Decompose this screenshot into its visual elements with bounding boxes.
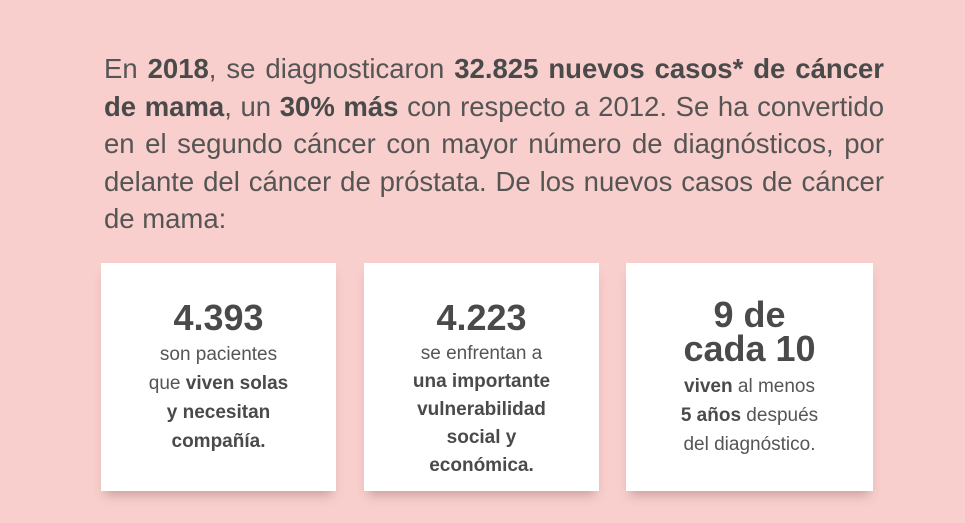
stat-highlight: una importante	[412, 371, 551, 392]
stat-line: del diagnóstico.	[683, 434, 816, 455]
stat-highlight: social y	[446, 427, 517, 448]
stat-highlight: viven solas	[185, 373, 289, 394]
intro-text: , un	[224, 90, 280, 122]
stat-line: compañía.	[101, 427, 336, 456]
stat-value: 4.393	[173, 297, 264, 338]
intro-percentage: 30% más	[279, 90, 399, 122]
stat-card-vulnerability: 4.223 se enfrentan a una importante vuln…	[364, 263, 599, 491]
intro-text: con respecto a 2012. Se ha convertido en…	[104, 90, 884, 235]
stat-highlight: compañía.	[171, 431, 266, 452]
intro-text: En	[104, 53, 148, 84]
stat-value-line: 9 de	[713, 294, 786, 335]
intro-paragraph: En 2018, se diagnosticaron 32.825 nuevos…	[104, 50, 884, 238]
stat-description: son pacientes que viven solas y necesita…	[101, 340, 336, 456]
stat-line: económica.	[364, 452, 599, 480]
stat-line: social y	[364, 424, 599, 452]
stat-text: que	[148, 373, 186, 394]
stat-highlight: económica.	[429, 455, 534, 476]
intro-text: , se diagnosticaron	[208, 53, 455, 84]
stat-line: vulnerabilidad	[364, 396, 599, 424]
stat-line: 5 años después	[626, 401, 873, 430]
stat-text: después	[741, 405, 819, 426]
stat-value-line: cada 10	[683, 328, 816, 369]
stat-description: se enfrentan a una importante vulnerabil…	[364, 340, 599, 480]
stat-line: son pacientes	[159, 344, 278, 365]
stat-value: 4.223	[436, 297, 527, 338]
stat-card-living-alone: 4.393 son pacientes que viven solas y ne…	[101, 263, 336, 491]
stat-highlight: vulnerabilidad	[417, 399, 546, 420]
stat-line: que viven solas	[101, 369, 336, 398]
stat-value: 9 de cada 10	[626, 294, 873, 369]
stat-line: se enfrentan a	[420, 343, 543, 364]
stat-description: viven al menos 5 años después del diagnó…	[626, 372, 873, 459]
intro-cases: 32.825 nuevos casos* de cáncer de mama	[104, 53, 884, 122]
stat-line: una importante	[364, 368, 599, 396]
stat-card-survival: 9 de cada 10 viven al menos 5 años despu…	[626, 263, 873, 491]
stat-line: viven al menos	[626, 372, 873, 401]
stat-line: y necesitan	[101, 398, 336, 427]
intro-year: 2018	[147, 53, 209, 84]
stat-highlight: y necesitan	[166, 402, 271, 423]
stat-text: al menos	[732, 376, 815, 397]
stat-highlight: 5 años	[680, 405, 742, 426]
stat-highlight: viven	[684, 376, 733, 397]
